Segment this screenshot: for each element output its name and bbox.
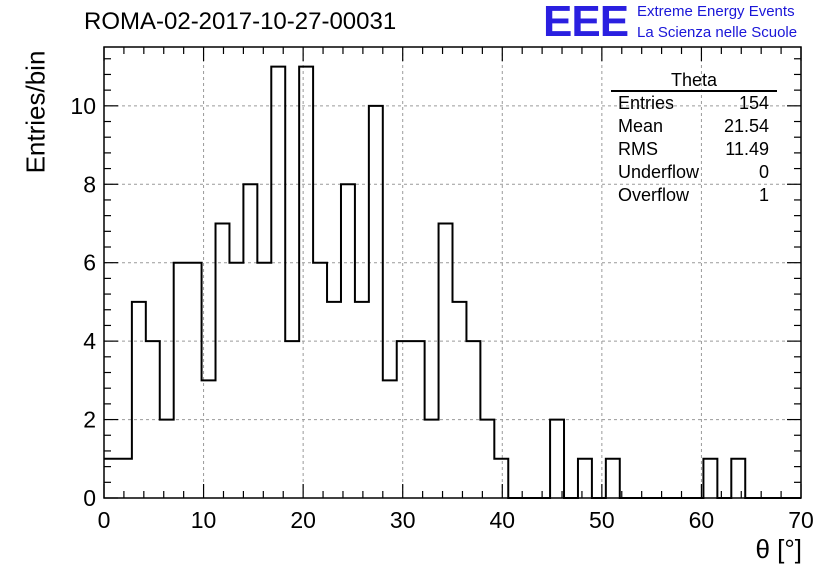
histogram-bin bbox=[439, 223, 453, 498]
stats-value: 21.54 bbox=[723, 116, 769, 136]
y-tick-label: 2 bbox=[83, 407, 96, 433]
y-tick-label: 0 bbox=[83, 485, 96, 511]
histogram-bin bbox=[271, 67, 285, 498]
y-tick-label: 8 bbox=[83, 171, 96, 197]
histogram-bin bbox=[118, 459, 132, 498]
histogram-bin bbox=[606, 459, 620, 498]
histogram-bin bbox=[257, 263, 271, 498]
histogram-bin bbox=[146, 341, 160, 498]
stats-title: Theta bbox=[611, 70, 777, 92]
stats-label: Entries bbox=[618, 93, 675, 113]
histogram-bin bbox=[313, 263, 327, 498]
histogram-bin bbox=[202, 380, 216, 498]
y-axis-label: Entries/bin bbox=[20, 50, 51, 174]
histogram-bin bbox=[703, 459, 717, 498]
histogram-bin bbox=[369, 106, 383, 498]
stats-value: 154 bbox=[738, 93, 769, 113]
x-tick-label: 10 bbox=[191, 507, 217, 533]
stats-row: Overflow 1 bbox=[611, 184, 777, 207]
chart-title: ROMA-02-2017-10-27-00031 bbox=[84, 8, 397, 35]
stats-label: RMS bbox=[618, 139, 658, 159]
logo-line-2: La Scienza nelle Scuole bbox=[637, 24, 798, 41]
histogram-bin bbox=[188, 263, 202, 498]
histogram-bin bbox=[341, 184, 355, 498]
histogram-bin bbox=[355, 302, 369, 498]
eee-logo: EEE bbox=[543, 0, 629, 46]
stats-label: Underflow bbox=[618, 162, 700, 182]
histogram-bin bbox=[327, 302, 341, 498]
stats-value: 1 bbox=[758, 185, 769, 205]
histogram-bin bbox=[494, 459, 508, 498]
histogram-bin bbox=[132, 302, 146, 498]
histogram-bin bbox=[397, 341, 411, 498]
y-tick-label: 4 bbox=[83, 328, 96, 354]
stats-row: RMS 11.49 bbox=[611, 138, 777, 161]
histogram-bin bbox=[174, 263, 188, 498]
histogram-bin bbox=[411, 341, 425, 498]
stats-row: Mean 21.54 bbox=[611, 115, 777, 138]
histogram-bin bbox=[383, 380, 397, 498]
x-tick-label: 0 bbox=[98, 507, 111, 533]
histogram-bin bbox=[104, 459, 118, 498]
histogram-bin bbox=[453, 302, 467, 498]
y-tick-label: 10 bbox=[70, 93, 96, 119]
histogram-bin bbox=[160, 420, 174, 498]
histogram-bin bbox=[229, 263, 243, 498]
stats-value: 0 bbox=[758, 162, 769, 182]
stats-box: Theta Entries 154 Mean 21.54 RMS 11.49 U… bbox=[611, 70, 777, 207]
stats-value: 11.49 bbox=[725, 139, 769, 159]
x-tick-label: 70 bbox=[788, 507, 814, 533]
x-tick-label: 60 bbox=[689, 507, 715, 533]
histogram-bin bbox=[480, 420, 494, 498]
x-tick-label: 20 bbox=[290, 507, 316, 533]
x-tick-label: 40 bbox=[489, 507, 515, 533]
stats-label: Mean bbox=[618, 116, 664, 136]
histogram-bin bbox=[243, 184, 257, 498]
histogram-bin bbox=[425, 420, 439, 498]
x-tick-label: 30 bbox=[390, 507, 416, 533]
x-tick-label: 50 bbox=[589, 507, 615, 533]
stats-row: Entries 154 bbox=[611, 92, 777, 115]
histogram-bin bbox=[299, 67, 313, 498]
stats-row: Underflow 0 bbox=[611, 161, 777, 184]
histogram-bin bbox=[550, 420, 564, 498]
histogram-bin bbox=[285, 341, 299, 498]
x-axis-label: θ [°] bbox=[755, 534, 802, 564]
histogram-bin bbox=[731, 459, 745, 498]
stats-label: Overflow bbox=[618, 185, 690, 205]
plot-frame bbox=[103, 46, 802, 499]
histogram-bin bbox=[216, 223, 230, 498]
histogram-bin bbox=[578, 459, 592, 498]
histogram-bin bbox=[466, 341, 480, 498]
logo-line-1: Extreme Energy Events bbox=[637, 3, 795, 20]
y-tick-label: 6 bbox=[83, 250, 96, 276]
